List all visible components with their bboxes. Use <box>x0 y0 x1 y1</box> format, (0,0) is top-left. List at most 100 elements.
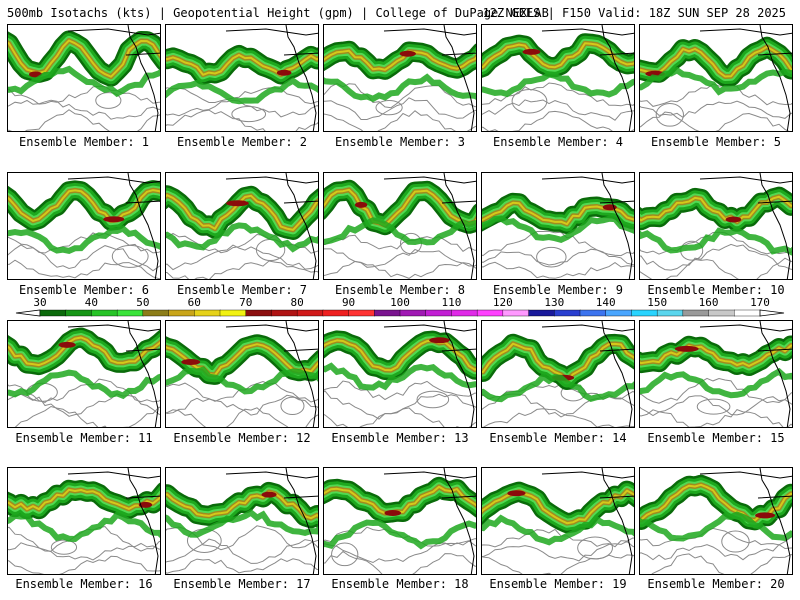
ensemble-map-2 <box>165 24 319 132</box>
closed-height-contour <box>536 246 567 268</box>
height-contour <box>14 405 160 427</box>
secondary-jet-band <box>166 77 318 105</box>
ensemble-map-17 <box>165 467 319 575</box>
secondary-jet-band <box>482 215 634 243</box>
ensemble-map-14 <box>481 320 635 428</box>
height-contour <box>8 99 160 120</box>
coastline-borders <box>383 173 476 279</box>
ensemble-map-19 <box>481 467 635 575</box>
ensemble-map-6 <box>7 172 161 280</box>
height-contour <box>166 109 318 131</box>
coastline-borders <box>699 173 792 279</box>
height-contour <box>166 407 318 427</box>
closed-height-contour <box>375 100 403 116</box>
secondary-jet-band <box>482 372 634 403</box>
figure-title-left: 500mb Isotachs (kts) | Geopotential Heig… <box>7 6 549 20</box>
ensemble-map-7 <box>165 172 319 280</box>
ensemble-member-label: Ensemble Member: 20 <box>647 577 785 591</box>
ensemble-map-12 <box>165 320 319 428</box>
colorbar-segment <box>91 309 118 317</box>
height-contour <box>8 85 160 105</box>
isotach-map-19 <box>482 468 634 574</box>
coastline-borders <box>67 468 160 574</box>
height-contour <box>640 409 792 427</box>
colorbar-tick-label: 90 <box>341 296 356 309</box>
colorbar-tick-label: 70 <box>239 296 253 309</box>
colorbar-segment <box>425 309 453 317</box>
ensemble-member-label: Ensemble Member: 17 <box>173 577 311 591</box>
height-contour <box>640 395 792 417</box>
isotach-map-15 <box>640 321 792 427</box>
height-contour <box>640 257 792 279</box>
height-contour <box>324 540 476 564</box>
height-contour <box>8 393 160 417</box>
jet-stream-band <box>640 483 792 522</box>
height-contour <box>166 260 318 279</box>
coastline-borders <box>383 468 476 574</box>
colorbar-segment <box>219 309 247 317</box>
secondary-jet-band <box>8 225 160 255</box>
isotach-map-6 <box>8 173 160 279</box>
colorbar-tick-label: 150 <box>647 296 668 309</box>
secondary-jet-band <box>166 222 318 253</box>
jet-maximum <box>354 201 368 208</box>
height-contour <box>640 377 792 404</box>
height-contour <box>8 244 160 272</box>
colorbar-segment <box>245 309 273 317</box>
colorbar-segment <box>39 309 67 317</box>
coastline-borders <box>699 468 792 574</box>
secondary-jet-band <box>8 65 160 98</box>
height-contour <box>8 109 160 131</box>
coastline-borders <box>67 321 160 427</box>
isotach-map-12 <box>166 321 318 427</box>
height-contour <box>324 407 476 427</box>
height-contour <box>640 543 792 561</box>
isotach-map-17 <box>166 468 318 574</box>
isotach-map-14 <box>482 321 634 427</box>
ensemble-member-label: Ensemble Member: 8 <box>334 283 466 297</box>
jet-stream-band <box>8 488 160 511</box>
closed-height-contour <box>280 396 305 416</box>
height-contour <box>324 248 476 268</box>
coastline-borders <box>541 25 634 131</box>
colorbar-tick-label: 50 <box>136 296 150 309</box>
ensemble-map-11 <box>7 320 161 428</box>
ensemble-map-13 <box>323 320 477 428</box>
secondary-jet-band <box>482 514 634 546</box>
colorbar-segment <box>348 309 375 317</box>
colorbar-low-arrow <box>15 309 41 317</box>
ensemble-map-5 <box>639 24 793 132</box>
ensemble-map-9 <box>481 172 635 280</box>
isotach-map-18 <box>324 468 476 574</box>
jet-stream-band <box>482 342 634 381</box>
height-contour <box>324 260 476 279</box>
coastline-borders <box>225 321 318 427</box>
height-contour <box>324 234 476 252</box>
jet-stream-band <box>640 344 792 367</box>
closed-height-contour <box>577 536 614 560</box>
colorbar-segment <box>605 309 633 317</box>
height-contour <box>166 394 318 416</box>
height-contour <box>482 408 634 427</box>
height-contour <box>640 243 792 271</box>
ensemble-member-label: Ensemble Member: 13 <box>331 431 469 445</box>
height-contour <box>640 527 792 547</box>
jet-maximum <box>226 200 249 207</box>
ensemble-map-10 <box>639 172 793 280</box>
closed-height-contour <box>696 398 731 415</box>
ensemble-member-label: Ensemble Member: 19 <box>489 577 627 591</box>
jet-maximum <box>138 501 153 508</box>
ensemble-map-3 <box>323 24 477 132</box>
height-contour <box>482 261 634 279</box>
jet-stream-band <box>8 39 160 78</box>
secondary-jet-band <box>324 362 476 391</box>
figure-title-right: 12Z GEFS | F150 Valid: 18Z SUN SEP 28 20… <box>482 6 786 20</box>
jet-stream-band <box>166 194 318 231</box>
ensemble-member-label: Ensemble Member: 9 <box>492 283 624 297</box>
colorbar-tick-label: 170 <box>750 296 770 309</box>
secondary-jet-band <box>640 66 792 96</box>
colorbar-tick-label: 130 <box>544 296 565 309</box>
height-contour <box>8 555 160 574</box>
colorbar-segment <box>322 309 350 317</box>
closed-height-contour <box>511 88 548 114</box>
